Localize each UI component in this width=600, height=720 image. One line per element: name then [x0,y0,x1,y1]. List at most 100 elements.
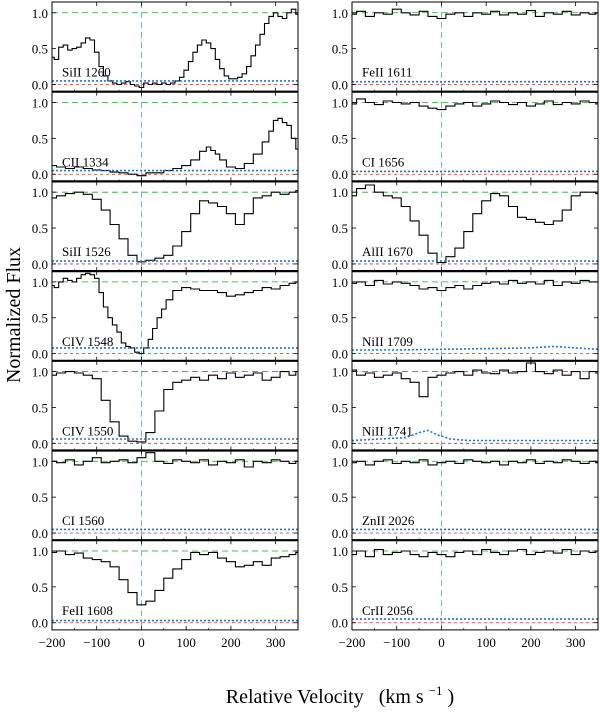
x-tick-label: 100 [476,635,496,650]
y-tick-label: 0.5 [332,221,348,236]
y-tick-label: 1.0 [332,544,348,559]
panel-label: CI 1656 [362,154,405,169]
panel-label: AlII 1670 [362,244,413,259]
panel-ci-1656: 0.0 0.5 1.0 CI 1656 [332,90,599,182]
panel-siii-1260: 0.0 0.5 1.0 SiII 1260 [32,1,299,93]
x-tick-label: −200 [39,635,66,650]
y-tick-label: 0.5 [332,580,348,595]
panel-label: NiII 1741 [362,424,413,439]
y-tick-label: 1.0 [32,365,48,380]
panel-crii-2056: 0.0 0.5 1.0 CrII 2056 −200 −100 0 100 200 300 [332,539,599,650]
x-tick-label: −100 [83,635,110,650]
y-tick-label: 1.0 [332,95,348,110]
flux-spectrum [52,272,298,355]
flux-spectrum [352,98,598,111]
panel-label: CIV 1548 [62,334,113,349]
panel-civ-1548: 0.0 0.5 1.0 CIV 1548 [32,270,299,362]
panel-cii-1334: 0.0 0.5 1.0 CII 1334 [32,90,299,182]
y-tick-label: 0.5 [332,131,348,146]
panel-label: FeII 1611 [362,65,412,80]
panel-label: FeII 1608 [62,603,113,618]
y-tick-label: 0.0 [32,347,48,362]
flux-spectrum [352,362,598,398]
y-tick-label: 0.0 [332,257,348,272]
flux-spectrum [352,184,598,264]
panel-civ-1550: 0.0 0.5 1.0 CIV 1550 [32,359,299,451]
y-tick-label: 0.0 [32,616,48,631]
panel-label: ZnII 2026 [362,513,415,528]
y-tick-label: 1.0 [32,275,48,290]
y-tick-label: 1.0 [32,95,48,110]
flux-spectrum [52,8,298,88]
y-tick-label: 1.0 [332,185,348,200]
x-tick-label: 0 [438,635,445,650]
x-tick-label: 300 [266,635,286,650]
x-tick-label: 0 [138,635,145,650]
panel-niii-1709: 0.0 0.5 1.0 NiII 1709 [332,270,599,362]
y-tick-label: 0.5 [32,580,48,595]
x-axis-title-exp: −1 [429,683,443,698]
y-tick-label: 0.0 [332,78,348,93]
y-tick-label: 0.0 [32,78,48,93]
flux-spectrum [352,8,598,20]
y-tick-label: 0.5 [32,311,48,326]
flux-spectrum [52,452,298,468]
panel-label: CI 1560 [62,513,104,528]
y-tick-label: 0.0 [332,167,348,182]
y-tick-label: 0.5 [32,490,48,505]
y-tick-label: 0.5 [32,131,48,146]
panel-niii-1741: 0.0 0.5 1.0 NiII 1741 [332,359,599,451]
y-tick-label: 1.0 [332,365,348,380]
flux-spectrum [352,548,598,558]
flux-spectrum [52,190,298,263]
y-tick-label: 0.5 [32,221,48,236]
flux-spectrum [52,371,298,443]
y-tick-label: 1.0 [32,185,48,200]
panel-label: NiII 1709 [362,334,413,349]
y-tick-label: 0.0 [32,436,48,451]
y-tick-label: 0.5 [32,400,48,415]
panel-ci-1560: 0.0 0.5 1.0 CI 1560 [32,449,299,541]
y-tick-label: 0.5 [332,490,348,505]
y-tick-label: 0.0 [32,167,48,182]
panel-label: CII 1334 [62,154,109,169]
x-tick-label: −100 [383,635,410,650]
x-axis-title-main: Relative Velocity [226,686,364,708]
y-tick-label: 0.5 [332,311,348,326]
x-tick-label: 200 [521,635,541,650]
y-tick-label: 0.0 [32,526,48,541]
panel-label: CIV 1550 [62,424,113,439]
y-tick-label: 0.5 [32,42,48,57]
panel-feii-1611: 0.0 0.5 1.0 FeII 1611 [332,1,599,93]
x-axis-title-close: ) [448,686,455,708]
y-tick-label: 0.5 [332,42,348,57]
panel-label: CrII 2056 [362,603,413,618]
panel-alii-1670: 0.0 0.5 1.0 AlII 1670 [332,180,599,272]
y-axis-title: Normalized Flux [3,247,25,383]
panel-siii-1526: 0.0 0.5 1.0 SiII 1526 [32,180,299,272]
y-tick-label: 1.0 [32,6,48,21]
y-tick-label: 1.0 [332,275,348,290]
error-spectrum [352,345,599,351]
flux-spectrum [352,279,598,292]
y-tick-label: 1.0 [32,544,48,559]
panel-label: SiII 1260 [62,65,111,80]
y-tick-label: 0.0 [332,347,348,362]
x-tick-label: 200 [221,635,241,650]
error-spectrum [351,429,598,442]
x-tick-label: 100 [176,635,196,650]
x-tick-label: 300 [566,635,586,650]
y-tick-label: 0.0 [332,616,348,631]
y-tick-label: 1.0 [32,454,48,469]
panel-label: SiII 1526 [62,244,111,259]
panel-znii-2026: 0.0 0.5 1.0 ZnII 2026 [332,449,599,541]
flux-spectrum [52,550,298,606]
x-axis-title: Relative Velocity (km s −1 ) [226,678,454,708]
x-tick-label: −200 [339,635,366,650]
y-tick-label: 0.0 [32,257,48,272]
y-tick-label: 0.5 [332,400,348,415]
y-tick-label: 0.0 [332,436,348,451]
x-axis-title-unit: (km s [379,686,424,708]
